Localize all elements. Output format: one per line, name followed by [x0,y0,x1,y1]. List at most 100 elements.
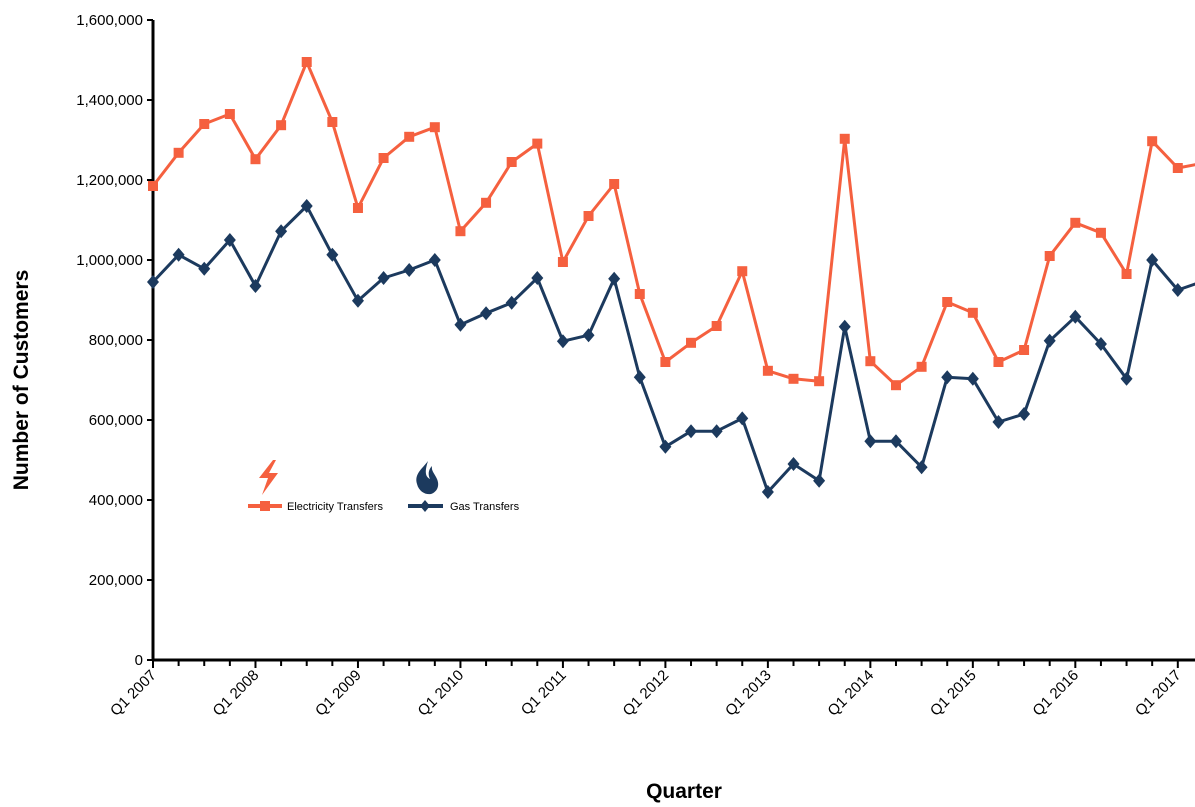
data-point [481,197,492,208]
data-point [276,120,287,131]
series-line [151,204,1195,494]
data-point [967,307,978,318]
data-point [301,57,312,67]
x-tick-label: Q1 2010 [415,667,468,720]
data-point [378,153,389,163]
data-point [993,357,1004,367]
data-point [352,203,363,213]
data-point [480,306,493,321]
data-point [1120,371,1133,386]
data-point [1018,407,1031,421]
data-point [1171,283,1184,297]
legend-label-gas: Gas Transfers [450,501,520,513]
series-gas-transfers [147,199,1195,499]
y-axis: 0 200,000 400,000 600,000 800,000 1,000,000 1,… [76,12,155,669]
data-point [351,293,364,308]
data-point [403,263,416,277]
series-electricity-transfers [148,57,1195,391]
data-point [814,376,825,387]
data-point [557,257,568,267]
data-point [736,411,749,426]
x-tick-label: Q1 2011 [518,667,570,719]
data-point [915,460,928,475]
data-point [531,271,544,285]
data-point [942,297,953,307]
data-point [1094,337,1107,351]
x-tick-label: Q1 2013 [722,667,775,720]
data-point [737,266,748,277]
x-tick-label: Q1 2007 [107,667,160,720]
data-point [1146,253,1159,267]
y-tick-label: 1,200,000 [76,172,143,189]
chart-series [147,57,1195,499]
data-point [761,485,774,499]
data-point [199,119,210,129]
legend-marker-electricity [260,501,270,511]
data-point [223,233,236,247]
data-point [582,328,595,343]
x-axis-title: Quarter [646,780,722,803]
data-point [428,253,441,267]
y-tick-label: 400,000 [89,492,143,509]
data-point [250,154,261,165]
data-point [275,224,288,239]
data-point [838,319,851,334]
series-line [151,60,1195,387]
y-axis-title: Number of Customers [10,270,33,491]
data-point [532,138,543,149]
data-point [327,117,338,127]
data-point [506,157,517,167]
x-tick-label: Q1 2009 [312,667,365,720]
data-point [1043,333,1056,348]
data-point [1070,217,1081,228]
data-point [1019,345,1030,355]
data-point [660,357,671,367]
data-point [889,434,902,449]
data-point [172,247,185,262]
data-point [556,334,569,349]
data-point [865,356,876,367]
data-point [454,317,467,332]
data-point [224,109,235,119]
data-point [609,179,620,189]
data-point [634,289,645,299]
data-point [583,211,594,221]
data-point [404,131,415,142]
data-point [198,261,211,276]
data-point [249,279,262,293]
y-tick-label: 1,000,000 [76,252,143,269]
gas-flame-icon [416,461,439,495]
x-tick-label: Q1 2015 [927,667,980,720]
data-point [455,226,466,237]
data-point [429,122,440,133]
x-axis: Q1 2007 Q1 2008 Q1 2009 Q1 2010 Q1 2011 Q1 20… [107,658,1195,720]
x-tick-label: Q1 2012 [620,667,673,720]
legend: Electricity Transfers Gas Transfers [248,460,520,513]
y-tick-label: 1,600,000 [76,12,143,29]
data-point [890,380,901,391]
x-tick-label: Q1 2017 [1132,667,1185,720]
data-point [608,271,621,286]
data-point [686,337,697,348]
data-point [300,199,313,213]
y-tick-label: 800,000 [89,332,143,349]
data-point [1069,309,1082,324]
data-point [633,370,646,385]
data-point [1121,269,1132,279]
data-point [147,275,159,289]
y-tick-label: 600,000 [89,412,143,429]
legend-label-electricity: Electricity Transfers [287,501,383,513]
data-point [762,365,773,376]
y-tick-label: 0 [135,652,143,669]
data-point [148,181,158,191]
data-point [659,439,672,454]
data-point [966,371,979,386]
data-point [710,424,723,439]
x-tick-label: Q1 2014 [824,667,877,720]
data-point [787,457,800,471]
data-point [711,321,722,331]
data-point [326,247,339,262]
data-point [1044,251,1055,261]
data-point [839,133,850,144]
